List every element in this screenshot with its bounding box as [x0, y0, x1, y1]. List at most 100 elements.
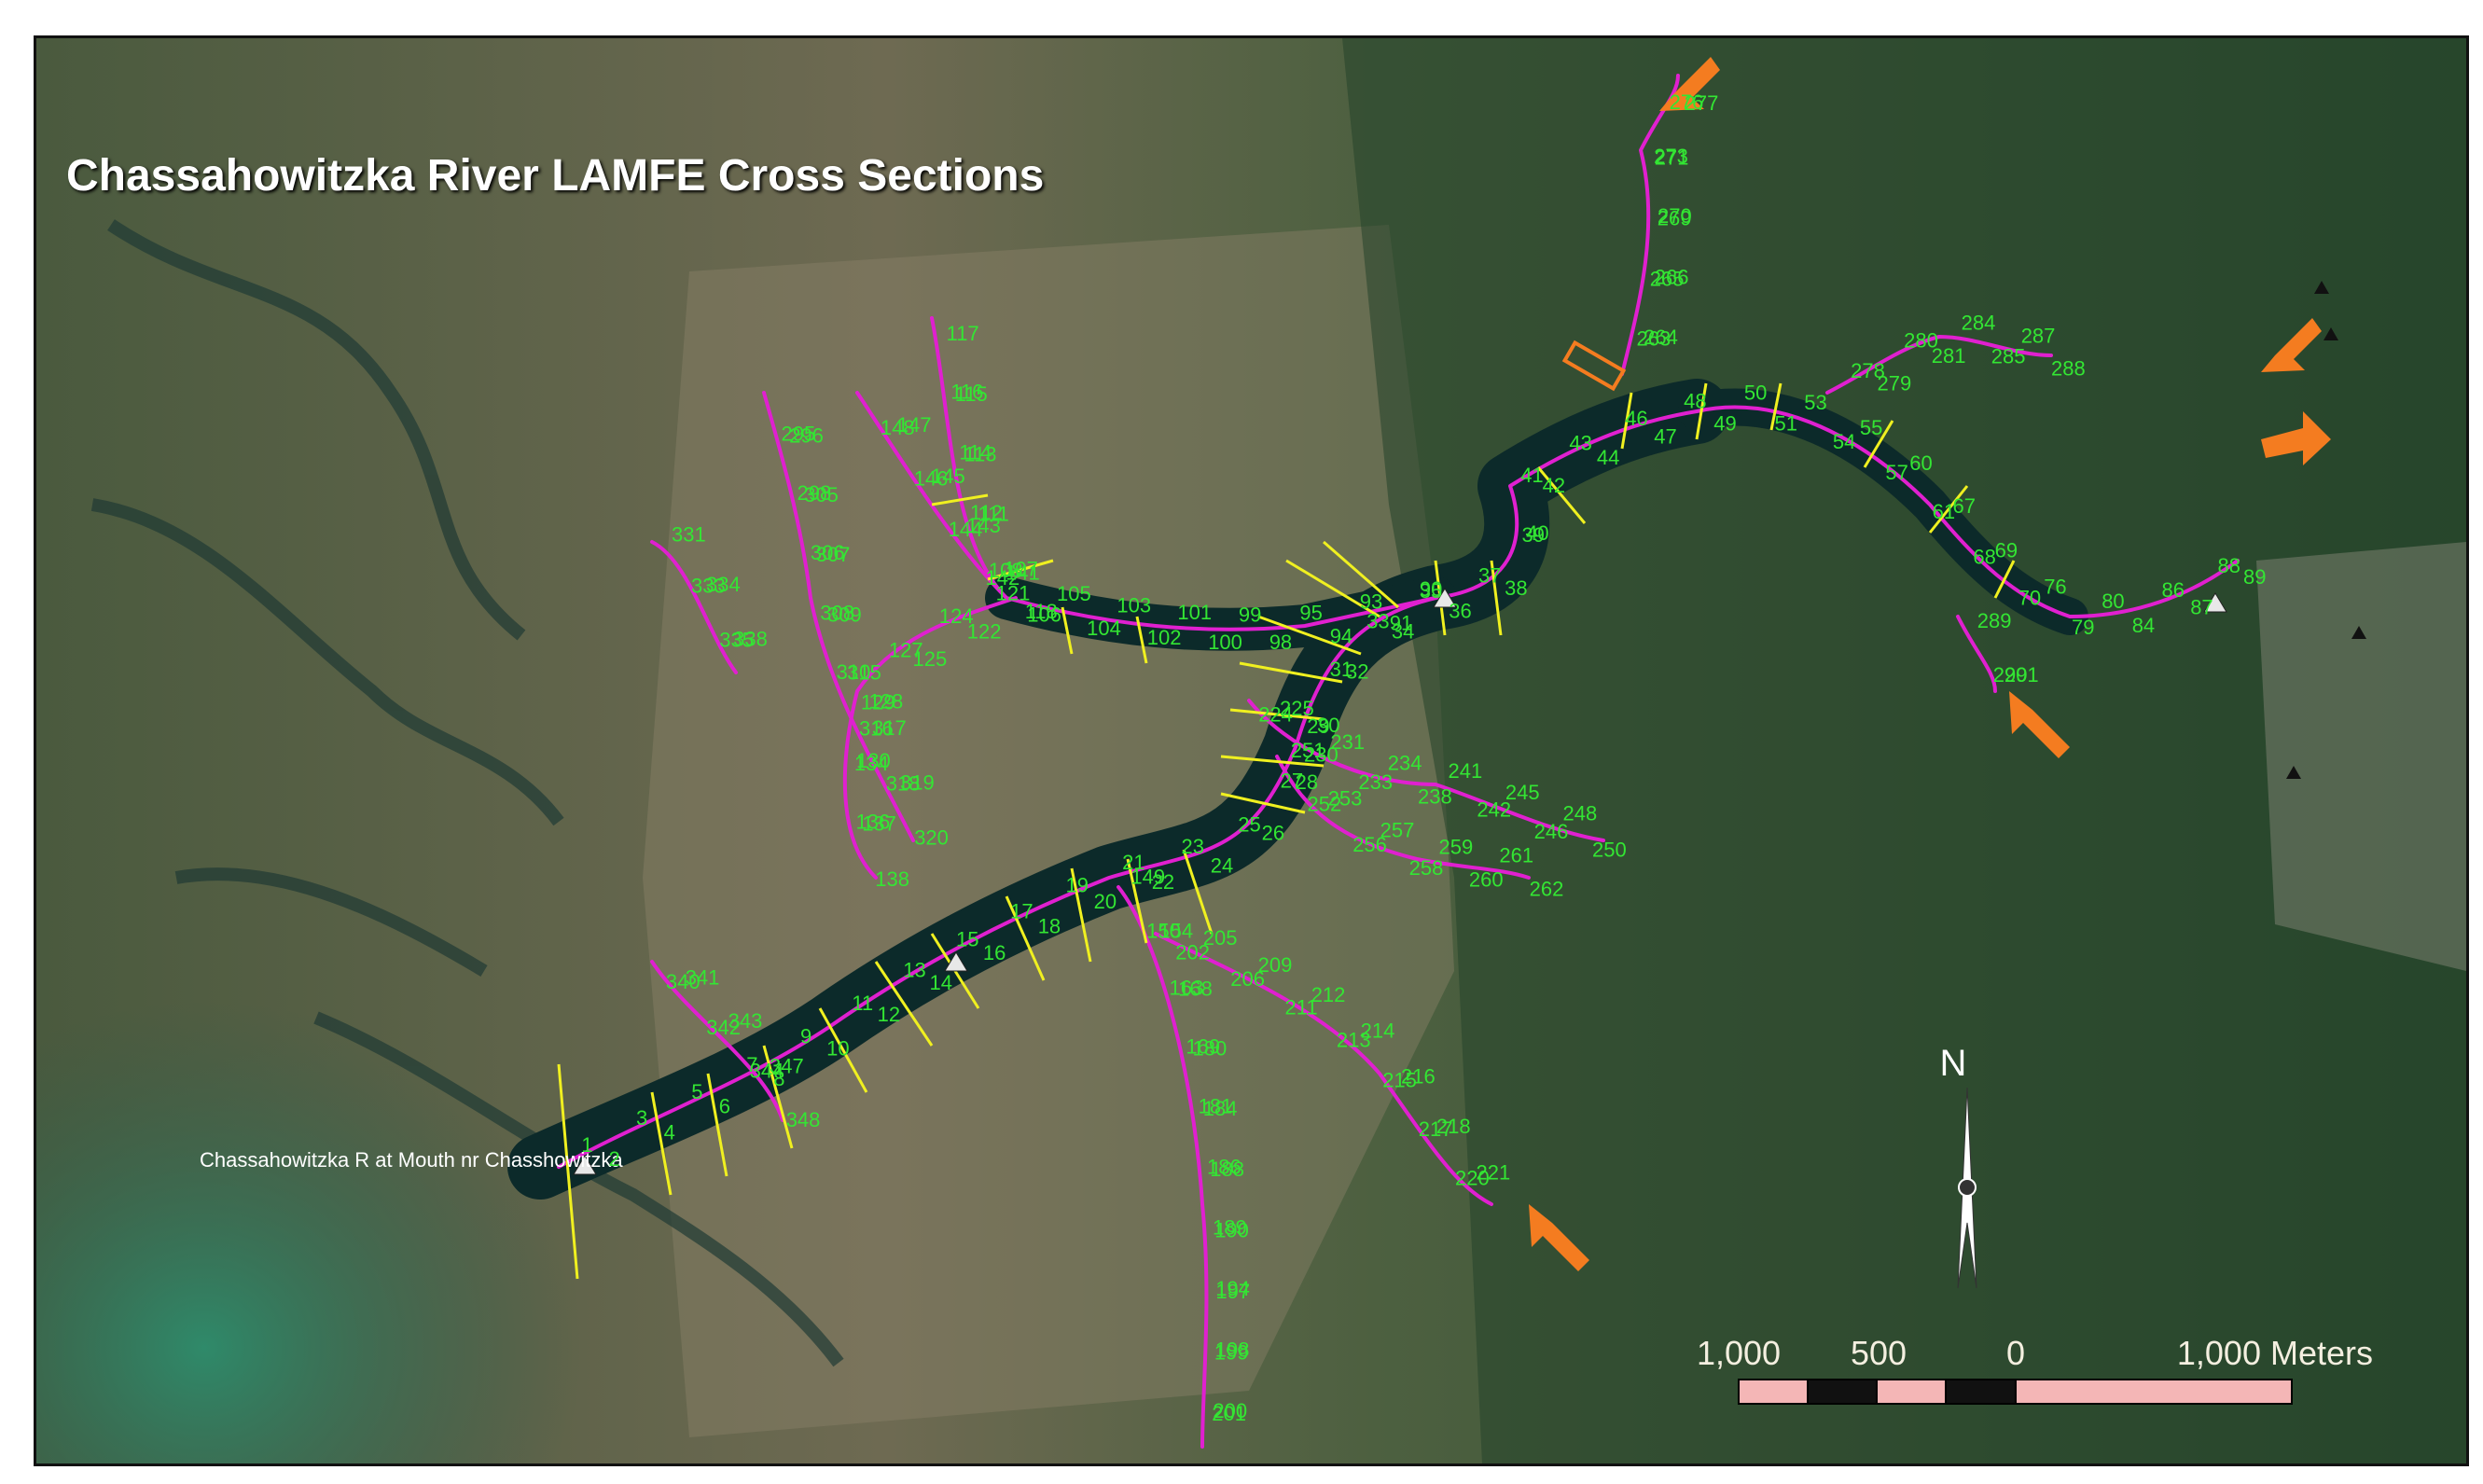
cross-section-label: 47 [1654, 425, 1676, 449]
cross-section-label: 20 [1094, 890, 1117, 913]
cross-section-label: 218 [1436, 1115, 1471, 1138]
cross-section-label: 188 [1210, 1158, 1244, 1181]
cross-section-label: 100 [1208, 631, 1242, 654]
cross-section-label: 4 [664, 1121, 675, 1144]
cross-section-label: 278 [1851, 359, 1885, 382]
cross-section-label: 124 [939, 604, 974, 628]
cross-section-lines [557, 382, 2016, 1280]
cross-section-label: 245 [1505, 781, 1540, 804]
tidal-creeks [90, 219, 844, 1367]
cross-section-label: 205 [1203, 926, 1238, 950]
gauge-stations [573, 588, 2227, 1175]
cross-section-label: 264 [1644, 326, 1678, 349]
scale-label-1000-right: 1,000 Meters [2177, 1334, 2373, 1372]
cross-section-label: 42 [1543, 474, 1565, 497]
cross-section-label: 84 [2132, 614, 2155, 637]
cross-section-label: 30 [1317, 714, 1339, 737]
cross-section-label: 181 [1199, 1095, 1233, 1118]
cross-section-label: 279 [1878, 372, 1912, 395]
cross-section-label: 256 [1352, 833, 1387, 856]
cross-section-label: 10 [826, 1036, 849, 1060]
cross-section-label: 248 [1563, 802, 1598, 825]
cross-section-label: 27 [1281, 770, 1303, 793]
cross-section-label: 220 [1455, 1167, 1490, 1190]
cross-section-label: 211 [1285, 995, 1318, 1019]
cross-section-label: 213 [1337, 1028, 1371, 1051]
cross-section-label: 127 [889, 639, 923, 662]
cross-section-label: 212 [1311, 983, 1346, 1006]
cross-section-label: 263 [1637, 327, 1672, 351]
cross-section-label: 241 [1449, 759, 1483, 783]
cross-section-label: 11 [852, 992, 873, 1015]
cross-section-label: 186 [1207, 1155, 1242, 1178]
cross-section-label: 34 [1392, 620, 1414, 644]
cross-section-label: 125 [913, 647, 948, 671]
cross-section-label: 39 [1522, 523, 1545, 547]
cross-section-label: 67 [1953, 494, 1976, 518]
cross-section-label: 342 [706, 1016, 741, 1039]
cross-section-label: 148 [881, 416, 915, 439]
cross-section-label: 79 [2072, 616, 2094, 639]
cross-section-label: 221 [1477, 1161, 1511, 1185]
cross-section-label: 252 [1308, 793, 1342, 816]
north-label: N [1940, 1043, 1967, 1084]
cross-section-label: 147 [897, 413, 932, 437]
cross-section-label: 246 [1534, 820, 1569, 843]
cross-section-label: 31 [1330, 658, 1352, 681]
cross-section-label: 106 [1027, 603, 1061, 626]
cross-section-label: 137 [862, 812, 896, 836]
cross-section-label: 70 [2018, 587, 2041, 610]
cross-section-label: 317 [872, 716, 907, 740]
cross-section-label: 44 [1597, 446, 1619, 469]
map-canvas[interactable]: N 1,000 500 0 1,000 Meters Chassahowitzk… [36, 38, 2466, 1463]
cross-section-label: 315 [847, 661, 881, 685]
cross-section-label: 209 [1258, 953, 1293, 977]
cross-section-label: 6 [719, 1095, 730, 1118]
cross-section-label: 37 [1478, 564, 1501, 588]
cross-section-label: 201 [1212, 1402, 1246, 1425]
forest-zone [1342, 38, 2466, 1463]
cross-section-label: 32 [1346, 660, 1368, 684]
cross-section-label: 1 [581, 1133, 592, 1157]
cross-section-label: 280 [1904, 329, 1938, 353]
cross-section-label: 114 [959, 440, 992, 464]
cross-section-label: 113 [964, 443, 996, 466]
map-title: Chassahowitzka River LAMFE Cross Section… [66, 151, 1045, 201]
cross-section-label: 277 [1685, 91, 1719, 115]
cross-section-label: 104 [1087, 617, 1121, 640]
cross-section-label: 199 [1214, 1340, 1249, 1364]
cross-section-label: 230 [1304, 743, 1339, 767]
cross-section-label: 154 [1158, 920, 1193, 943]
cross-section-label: 145 [931, 465, 965, 488]
cross-section-label: 331 [672, 522, 706, 546]
cross-section-label: 60 [1909, 451, 1932, 475]
cross-section-label: 8 [773, 1067, 784, 1090]
cross-section-label: 318 [886, 772, 921, 796]
cross-section-label: 99 [1239, 603, 1261, 627]
cross-section-label: 333 [691, 574, 726, 597]
cross-section-label: 276 [1670, 90, 1704, 114]
cross-section-label: 138 [875, 867, 909, 891]
cross-section-label: 202 [1175, 941, 1210, 964]
river-centerlines [557, 74, 2240, 1449]
cross-section-label: 108 [989, 559, 1023, 582]
cross-section-label: 334 [706, 573, 741, 596]
scale-label-1000-left: 1,000 [1697, 1334, 1781, 1372]
cross-section-label: 234 [1388, 752, 1422, 775]
cross-section-label: 111 [978, 503, 1008, 526]
cross-section-label: 290 [1993, 663, 2028, 687]
cross-section-label: 61 [1933, 500, 1955, 523]
cross-section-label: 305 [804, 483, 839, 506]
cross-section-label: 307 [816, 543, 851, 566]
cross-section-label: 14 [930, 971, 952, 994]
cross-section-label: 21 [1122, 851, 1144, 874]
cross-section-label: 33 [1366, 609, 1389, 632]
cross-section-label: 242 [1477, 797, 1511, 821]
cross-section-label: 46 [1625, 407, 1647, 430]
cross-section-label: 130 [856, 749, 891, 772]
cross-section-label: 18 [1038, 914, 1061, 937]
scale-bar: 1,000 500 0 1,000 Meters [1697, 1334, 2373, 1405]
cross-section-label: 22 [1152, 870, 1174, 894]
cross-section-label: 91 [1390, 612, 1412, 635]
cross-section-label: 291 [2004, 663, 2039, 687]
